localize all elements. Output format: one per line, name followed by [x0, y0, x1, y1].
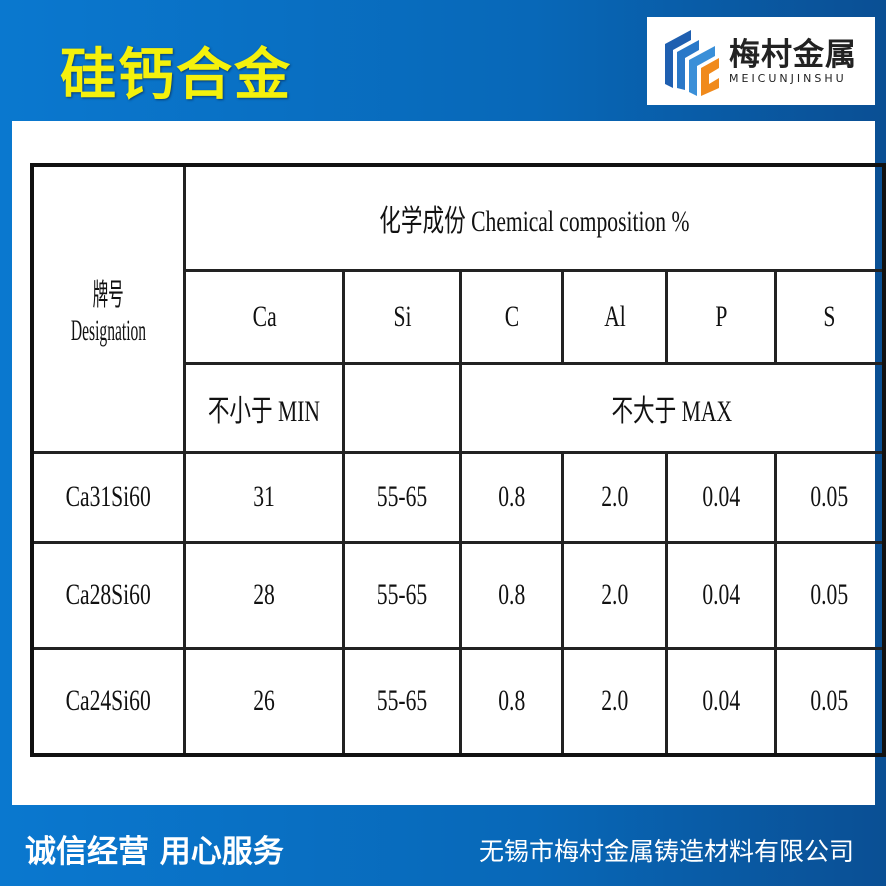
- element-header: C: [459, 268, 565, 365]
- logo-name-en: MEICUNJINSHU: [729, 71, 847, 85]
- logo-name-cn: 梅村金属: [729, 36, 857, 73]
- cell: 31: [183, 450, 346, 544]
- logo-cube-icon: [665, 30, 719, 96]
- element-header: S: [773, 268, 886, 365]
- cell: 0.05: [773, 646, 886, 757]
- cell: Ca24Si60: [30, 646, 187, 757]
- cell: 55-65: [342, 540, 463, 650]
- cell: 0.05: [773, 450, 886, 544]
- cell: 0.8: [459, 646, 565, 757]
- company-logo: 梅村金属 MEICUNJINSHU: [647, 17, 875, 105]
- cell: Ca28Si60: [30, 540, 187, 650]
- cell: 2.0: [561, 646, 669, 757]
- designation-header: 牌号 Designation: [30, 163, 187, 454]
- cell: 0.8: [459, 450, 565, 544]
- cell: 55-65: [342, 646, 463, 757]
- composition-table: 牌号 Designation 化学成份 Chemical composition …: [30, 163, 886, 757]
- element-header: Al: [561, 268, 669, 365]
- table-row: Ca28Si60 28 55-65 0.8 2.0 0.04 0.05: [30, 540, 886, 650]
- min-label: 不小于 MIN: [183, 361, 346, 454]
- max-label: 不大于 MAX: [459, 361, 886, 454]
- cell: 0.04: [665, 450, 777, 544]
- element-header: Ca: [183, 268, 346, 365]
- cell: Ca31Si60: [30, 450, 187, 544]
- table-row: Ca31Si60 31 55-65 0.8 2.0 0.04 0.05: [30, 450, 886, 544]
- composition-header: 化学成份 Chemical composition %: [183, 163, 886, 272]
- cell: 55-65: [342, 450, 463, 544]
- empty-cell: [342, 361, 463, 454]
- table-row: Ca24Si60 26 55-65 0.8 2.0 0.04 0.05: [30, 646, 886, 757]
- footer-slogan: 诚信经营 用心服务: [25, 834, 284, 870]
- page-title: 硅钙合金: [60, 43, 292, 108]
- cell: 0.04: [665, 646, 777, 757]
- element-header: P: [665, 268, 777, 365]
- element-header: Si: [342, 268, 463, 365]
- cell: 0.04: [665, 540, 777, 650]
- cell: 28: [183, 540, 346, 650]
- cell: 2.0: [561, 450, 669, 544]
- cell: 26: [183, 646, 346, 757]
- footer-company: 无锡市梅村金属铸造材料有限公司: [478, 837, 854, 866]
- cell: 2.0: [561, 540, 669, 650]
- designation-en: Designation: [71, 313, 147, 347]
- cell: 0.8: [459, 540, 565, 650]
- designation-cn: 牌号: [93, 278, 125, 312]
- cell: 0.05: [773, 540, 886, 650]
